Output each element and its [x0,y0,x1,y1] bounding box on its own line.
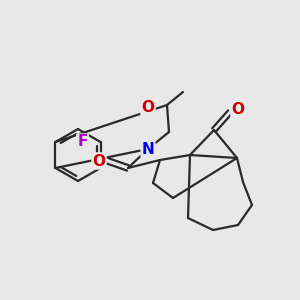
Text: O: O [92,154,106,169]
Text: N: N [142,142,154,157]
Text: O: O [232,103,244,118]
Text: O: O [142,100,154,115]
Text: F: F [77,134,88,149]
